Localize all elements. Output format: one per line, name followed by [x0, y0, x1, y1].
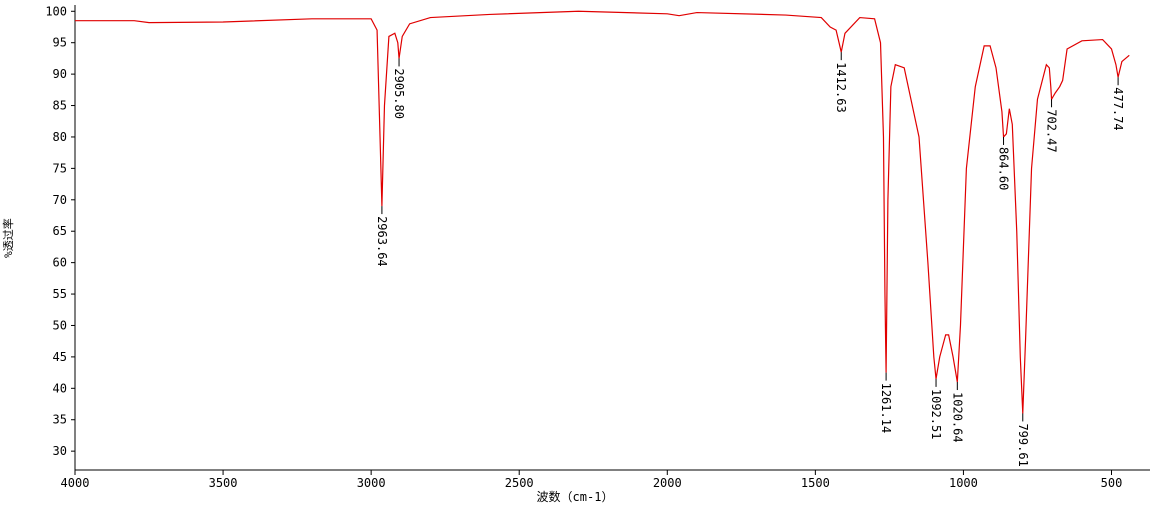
x-tick-label: 3500: [209, 476, 238, 490]
y-tick-label: 95: [53, 36, 67, 50]
peak-label: 864.60: [997, 147, 1011, 190]
y-tick-label: 55: [53, 287, 67, 301]
x-tick-label: 2500: [505, 476, 534, 490]
peak-label: 1412.63: [834, 62, 848, 113]
y-tick-label: 75: [53, 161, 67, 175]
y-tick-label: 65: [53, 224, 67, 238]
peak-label: 2905.80: [392, 68, 406, 119]
y-tick-label: 60: [53, 256, 67, 270]
x-tick-label: 2000: [653, 476, 682, 490]
x-tick-label: 4000: [61, 476, 90, 490]
x-axis-label: 波数（cm-1）: [537, 489, 614, 504]
peak-label: 1261.14: [879, 383, 893, 434]
y-tick-label: 45: [53, 350, 67, 364]
y-tick-label: 90: [53, 67, 67, 81]
peak-label: 1092.51: [929, 389, 943, 440]
y-tick-label: 85: [53, 99, 67, 113]
peak-label: 2963.64: [375, 216, 389, 267]
x-tick-label: 3000: [357, 476, 386, 490]
peak-label: 477.74: [1111, 87, 1125, 130]
y-tick-label: 80: [53, 130, 67, 144]
x-tick-label: 1500: [801, 476, 830, 490]
y-tick-label: 30: [53, 444, 67, 458]
y-tick-label: 50: [53, 318, 67, 332]
spectrum-line: [75, 10, 1130, 414]
x-tick-label: 500: [1101, 476, 1123, 490]
y-tick-label: 40: [53, 381, 67, 395]
peak-label: 702.47: [1045, 109, 1059, 152]
peak-label: 1020.64: [950, 392, 964, 443]
y-axis-label: %透过率: [1, 218, 15, 258]
x-tick-label: 1000: [949, 476, 978, 490]
peak-label: 799.61: [1016, 423, 1030, 466]
y-tick-label: 35: [53, 413, 67, 427]
y-tick-label: 100: [45, 4, 67, 18]
y-tick-label: 70: [53, 193, 67, 207]
